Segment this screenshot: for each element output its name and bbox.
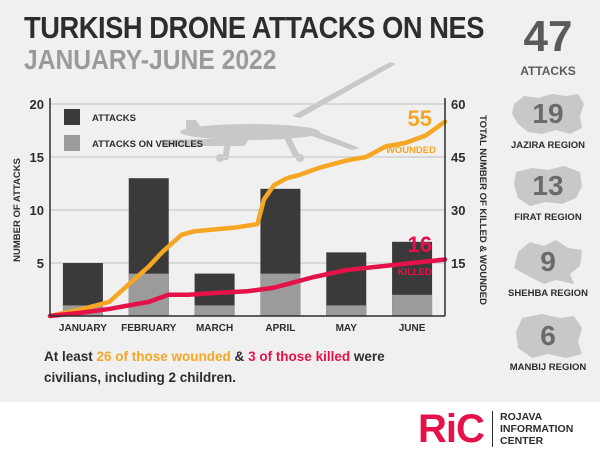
x-tick-label: MAY — [336, 323, 358, 334]
x-tick-label: JANUARY — [59, 323, 107, 334]
line-labels: 55 WOUNDED 16 KILLED — [386, 106, 436, 278]
y2-tick-label: 15 — [451, 256, 465, 271]
x-tick-label: MARCH — [196, 323, 233, 334]
firat-count: 13 — [532, 170, 564, 201]
caption-killed-highlight: 3 of those killed — [248, 349, 351, 364]
firat-map-icon — [514, 166, 582, 206]
killed-series-label: KILLED — [398, 267, 432, 278]
axes-layer: 5 10 15 20 15 30 45 60 JANUARY FEBRUARY MARCH APRIL… — [12, 97, 488, 334]
logo-line-3: CENTER — [500, 435, 544, 447]
chart-grid — [50, 103, 445, 264]
logo-line-2: INFORMATION — [500, 423, 574, 435]
y2-tick-label: 60 — [451, 97, 465, 112]
y2-tick-label: 30 — [451, 203, 465, 218]
jazira-label: JAZIRA REGION — [510, 140, 586, 151]
y-tick-label: 5 — [37, 256, 44, 271]
region-jazira: 19 JAZIRA REGION — [500, 90, 596, 160]
y-tick-label: 15 — [30, 150, 44, 165]
legend-swatch-attacks — [64, 109, 80, 125]
lines-layer — [47, 119, 448, 319]
region-firat: 13 FIRAT REGION — [500, 162, 596, 232]
bars-layer — [62, 178, 433, 316]
y-tick-label: 10 — [30, 203, 44, 218]
chart-legend: ATTACKS ATTACKS ON VEHICLES — [64, 109, 203, 151]
bar-vehicles — [326, 305, 367, 316]
x-tick-label: JUNE — [399, 323, 426, 334]
region-manbij: 6 MANBIJ REGION — [500, 312, 596, 382]
region-shehba: 9 SHEHBA REGION — [500, 238, 596, 308]
logo-line-1: ROJAVA — [500, 411, 543, 423]
attacks-chart: 5 10 15 20 15 30 45 60 JANUARY FEBRUARY MARCH APRIL… — [12, 62, 488, 334]
total-attacks-label: ATTACKS — [520, 64, 576, 78]
jazira-count: 19 — [532, 98, 564, 129]
total-attacks-count: 47 — [523, 12, 573, 61]
legend-label-attacks: ATTACKS — [92, 113, 136, 124]
ric-logo: RiC ROJAVA INFORMATION CENTER — [416, 405, 596, 453]
region-sidebar: 47 ATTACKS 19 JAZIRA REGION 13 FIRAT REG… — [500, 10, 596, 400]
y2-tick-label: 45 — [451, 150, 465, 165]
x-tick-label: APRIL — [265, 323, 295, 334]
caption-wounded-highlight: 26 of those wounded — [96, 349, 231, 364]
caption-text-2: & — [230, 349, 249, 364]
shehba-map-icon — [514, 240, 582, 284]
line-killed — [47, 257, 448, 319]
y2-axis-title: TOTAL NUMBER OF KILLED & WOUNDED — [477, 115, 488, 305]
legend-swatch-vehicles — [64, 135, 80, 151]
shehba-label: SHEHBA REGION — [508, 288, 588, 299]
x-tick-label: FEBRUARY — [121, 323, 177, 334]
shehba-count: 9 — [540, 246, 556, 277]
manbij-map-icon — [516, 314, 582, 358]
caption-text-1: At least — [44, 349, 97, 364]
civilian-caption: At least 26 of those wounded & 3 of thos… — [44, 346, 444, 388]
page-subtitle: JANUARY-JUNE 2022 — [24, 44, 277, 75]
y-axis-title: NUMBER OF ATTACKS — [12, 158, 23, 262]
firat-label: FIRAT REGION — [514, 212, 582, 223]
jazira-map-icon — [512, 94, 584, 134]
logo-divider — [492, 411, 493, 447]
y-tick-label: 20 — [30, 97, 44, 112]
manbij-count: 6 — [540, 320, 556, 351]
ric-logo-mark: RiC — [418, 407, 485, 451]
killed-total-label: 16 — [408, 232, 432, 257]
line-wounded — [47, 119, 448, 319]
caption-text-3: were civilians, including 2 children. — [44, 349, 385, 385]
bar-vehicles — [194, 305, 235, 316]
bar-vehicles — [392, 294, 433, 316]
wounded-total-label: 55 — [408, 106, 432, 131]
manbij-label: MANBIJ REGION — [509, 362, 587, 373]
page-title: TURKISH DRONE ATTACKS ON NES — [24, 10, 485, 45]
legend-label-vehicles: ATTACKS ON VEHICLES — [92, 139, 203, 150]
wounded-series-label: WOUNDED — [386, 145, 436, 156]
